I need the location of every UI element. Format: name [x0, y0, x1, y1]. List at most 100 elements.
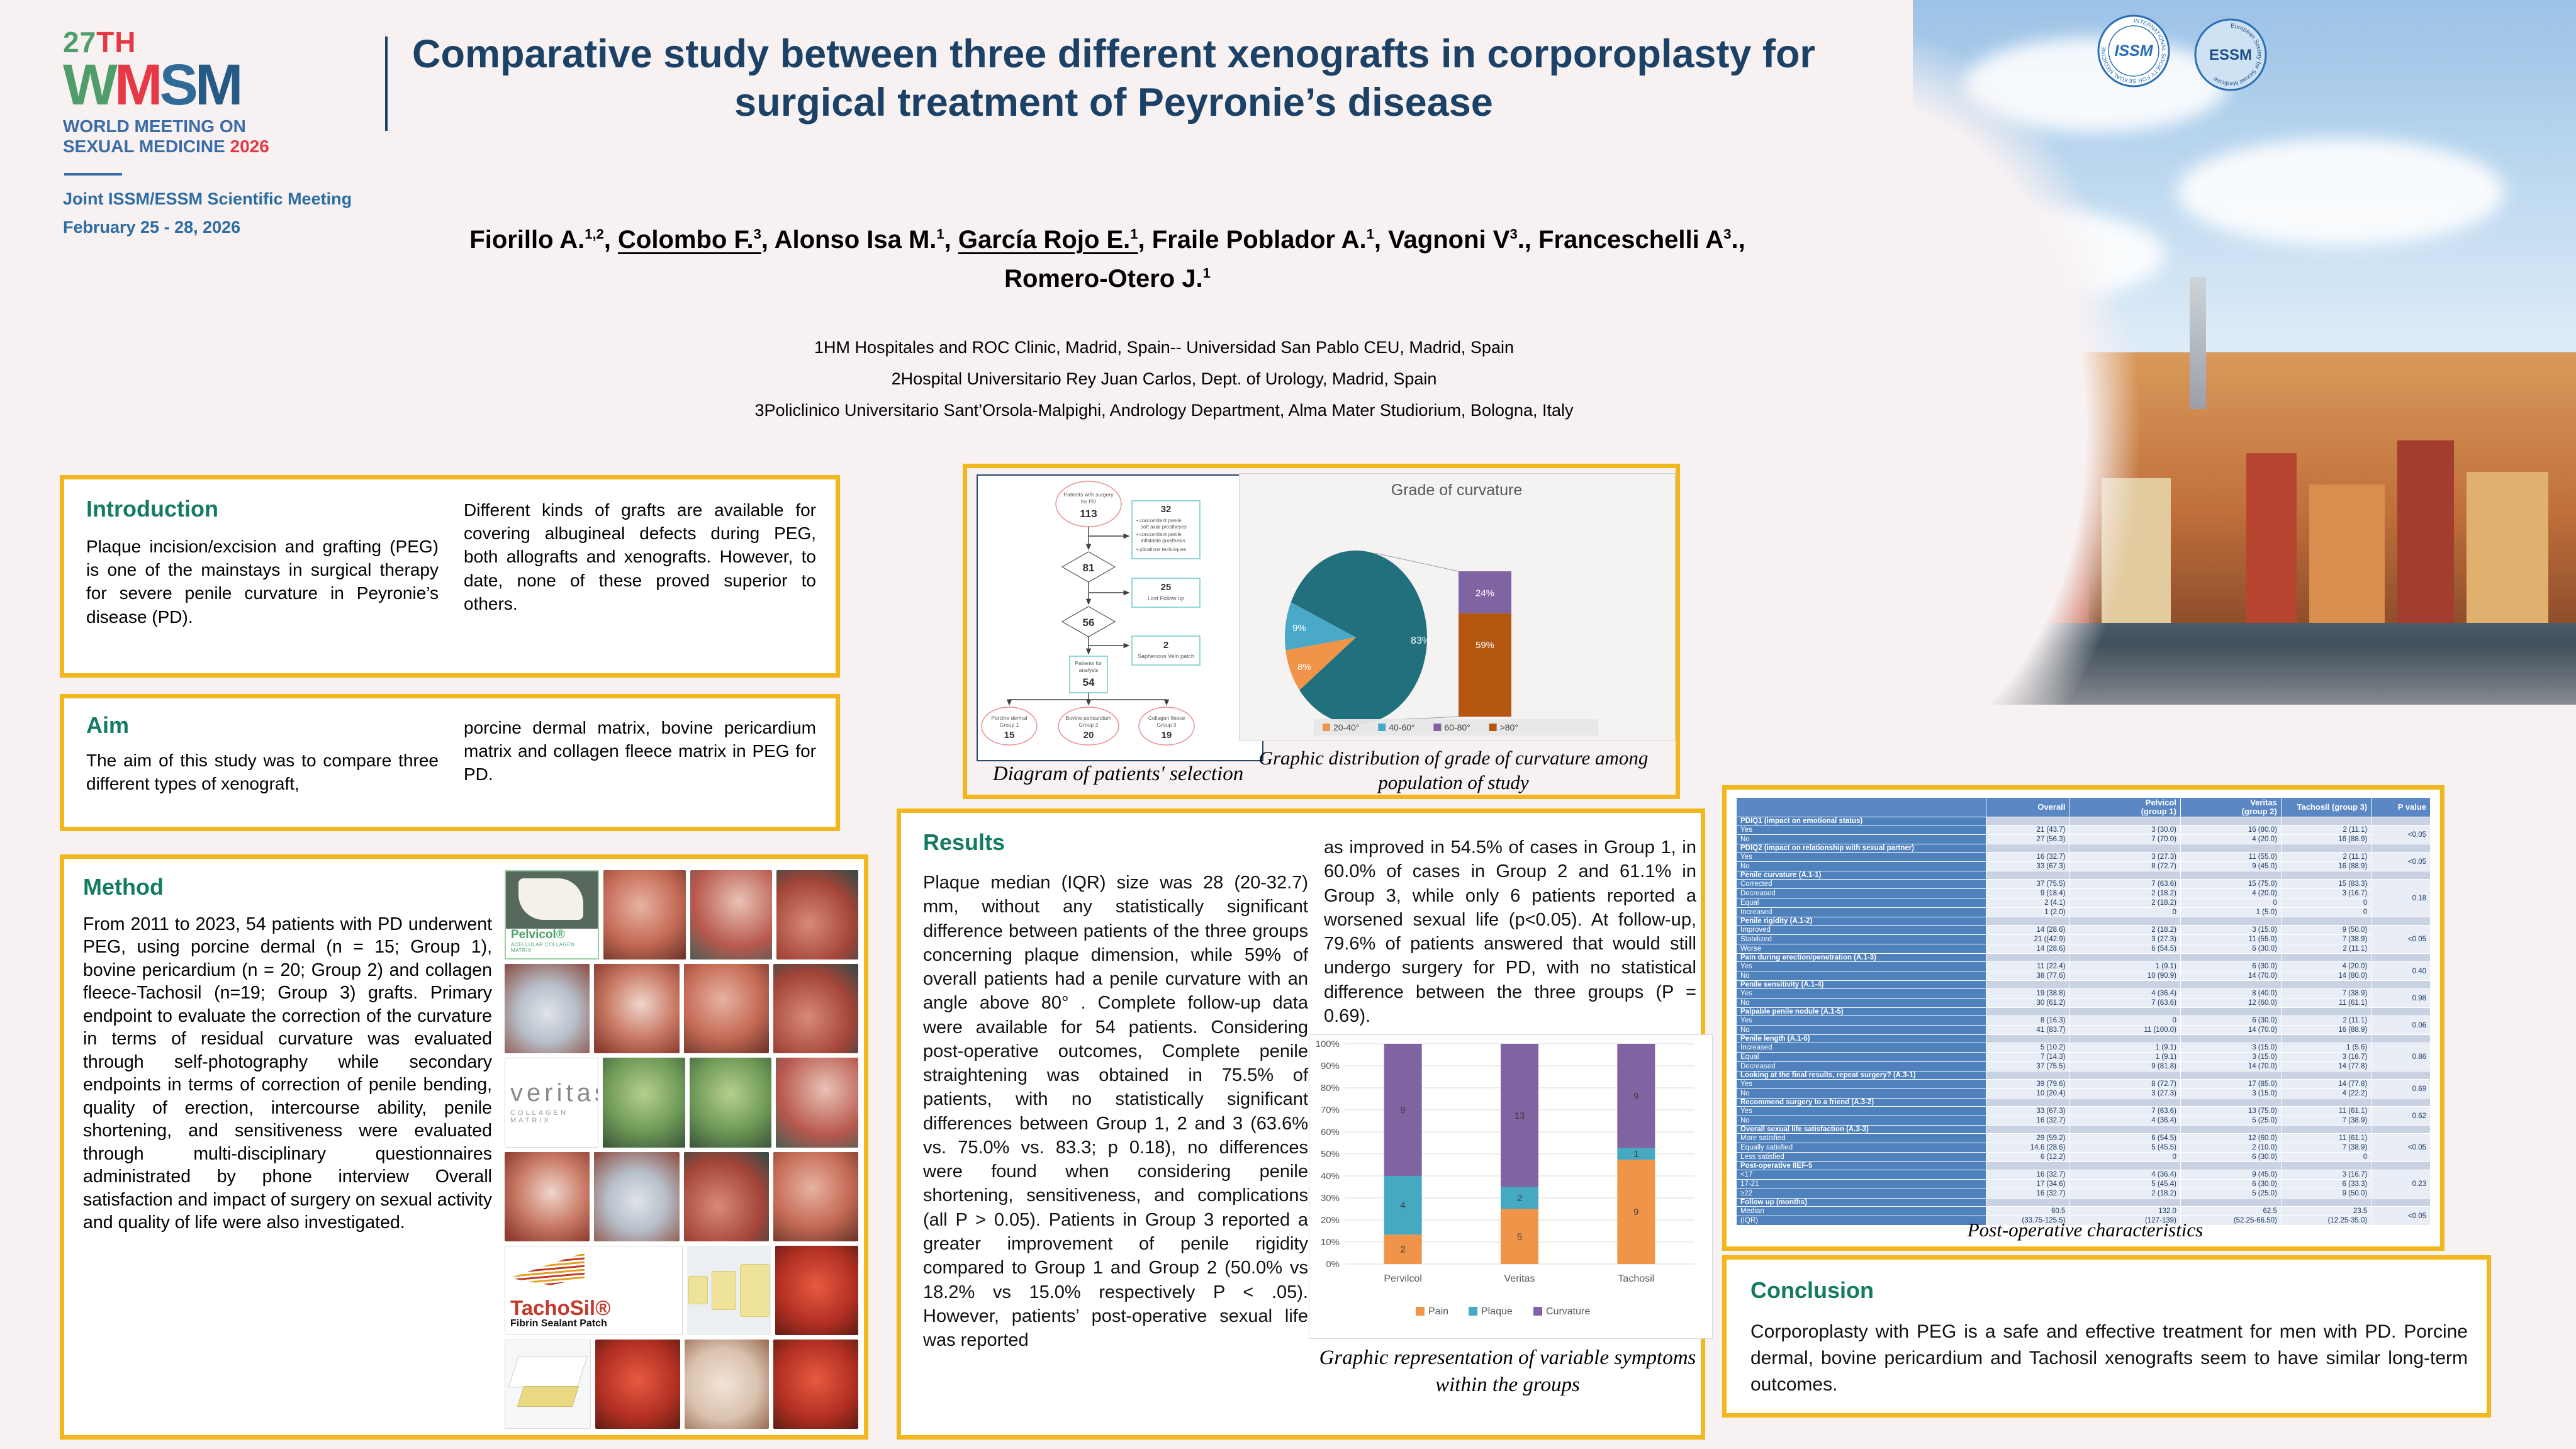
svg-text:8%: 8%: [1297, 662, 1311, 673]
pelvicol-sub: ACELLULAR COLLAGEN MATRIX: [511, 942, 575, 954]
porto-cityscape-photo: [1913, 0, 2576, 786]
flow-g2-l1: Bovine pericardium: [1066, 715, 1112, 721]
svg-text:1: 1: [1633, 1149, 1638, 1160]
patient-selection-flowchart: Patients with surgery for PD 113 32 • co…: [977, 474, 1263, 761]
surgery-photo: [594, 964, 680, 1054]
table-row: Decreased 9 (18.4) 2 (18.2) 4 (20.0) 3 (16.7…: [1735, 888, 2431, 898]
table-row: Yes 33 (67.3) 7 (63.6) 13 (75.0) 11 (61.1) 0.…: [1735, 1106, 2431, 1126]
table-section-row: Overall sexual life satisfaction (A.3-3): [1735, 1125, 2431, 1134]
svg-text:2: 2: [1517, 1193, 1522, 1204]
table-row: Equal 7 (14.3) 1 (9.1) 3 (15.0) 3 (16.7): [1735, 1052, 2431, 1062]
author: Colombo F.3: [618, 226, 761, 254]
flow-g2-l2: Group 2: [1079, 722, 1099, 728]
author: Fraile Poblador A.1: [1151, 226, 1374, 254]
tachosil-logo-card: TachoSil® Fibrin Sealant Patch: [505, 1245, 683, 1335]
essm-label: ESSM: [2209, 47, 2252, 64]
svg-text:30%: 30%: [1321, 1193, 1340, 1204]
flow-analysis-l1: Patients for: [1075, 660, 1102, 666]
method-text: From 2011 to 2023, 54 patients with PD u…: [83, 914, 492, 1233]
bar-caption: Graphic representation of variable sympt…: [1319, 1346, 1696, 1396]
svg-text:Veritas: Veritas: [1504, 1273, 1535, 1284]
svg-text:Curvature: Curvature: [1546, 1306, 1590, 1317]
svg-text:24%: 24%: [1476, 588, 1494, 598]
table-row: Median 60.5 132.0 62.5 23.5 <0.05: [1735, 1206, 2431, 1226]
author: García Rojo E.1: [958, 226, 1138, 254]
tachosil-logo-stripes: [509, 1252, 585, 1285]
results-text-col2: as improved in 54.5% of cases in Group 1…: [1324, 837, 1696, 1026]
flow-excl1-b2: soft axial prostheses: [1141, 524, 1187, 530]
flow-excl2-n: 25: [1161, 582, 1172, 593]
svg-text:20-40°: 20-40°: [1333, 722, 1359, 732]
results-box: Results Plaque median (IQR) size was 28 …: [897, 808, 1713, 1440]
flow-excl3-n: 2: [1163, 640, 1168, 651]
flow-excl1-b1: • concomitant penile: [1136, 518, 1182, 523]
surgery-photo: [683, 964, 769, 1054]
table-header-row: Overall Pelvicol (group 1) Veritas (group …: [1735, 797, 2431, 817]
p-value-cell: 0.23: [2371, 1170, 2431, 1199]
table-row: Yes 16 (32.7) 3 (27.3) 11 (55.0) 2 (11.1) <0.…: [1735, 852, 2431, 871]
flow-g1-l2: Group 1: [1000, 722, 1019, 728]
table-section-row: Post-operative IIEF-5: [1735, 1161, 2431, 1170]
photo-fade: [1913, 0, 2576, 786]
surgery-photo: [690, 870, 772, 960]
meeting-name: Joint ISSM/ESSM Scientific Meeting: [63, 189, 352, 209]
table-row: No 30 (61.2) 7 (63.6) 12 (60.0) 11 (61.1): [1735, 998, 2431, 1008]
svg-text:0%: 0%: [1326, 1259, 1340, 1270]
table-section-row: Palpable penile nodule (A.1-5): [1735, 1007, 2431, 1016]
table-header-cell: Overall: [1986, 797, 2070, 817]
sponge: [688, 1276, 708, 1305]
author: Romero-Otero J.1: [1004, 265, 1211, 293]
svg-text:4: 4: [1400, 1200, 1405, 1211]
affiliation-2: 2Hospital Universitario Rey Juan Carlos,…: [891, 369, 1437, 388]
author: Fiorillo A.1,2: [469, 226, 604, 254]
tachosil-brand: TachoSil®: [510, 1295, 611, 1319]
table-section-row: Penile sensitivity (A.1-4): [1735, 980, 2431, 989]
table-row: Worse 14 (28.6) 6 (54.5) 6 (30.0) 2 (11.1): [1735, 944, 2431, 954]
svg-text:>80°: >80°: [1500, 722, 1518, 732]
method-box: Method From 2011 to 2023, 54 patients wi…: [60, 854, 868, 1440]
svg-text:50%: 50%: [1321, 1149, 1340, 1160]
surgery-photo: [773, 1151, 858, 1241]
symptoms-bar-chart: 0% 10% 20% 30% 40% 50% 60% 70% 80% 90% 100% 2 4 9 Perv…: [1309, 1034, 1713, 1339]
table-header-cell: Tachosil (group 3): [2280, 797, 2372, 817]
flowchart-caption: Diagram of patients' selection: [992, 763, 1244, 785]
surgery-photo: [773, 964, 858, 1054]
table-row: <17 16 (32.7) 4 (36.4) 9 (45.0) 3 (16.7) 0.23: [1735, 1170, 2431, 1199]
table-row: Yes 11 (22.4) 1 (9.1) 6 (30.0) 4 (20.0) 0.40: [1735, 961, 2431, 981]
table-row: More satisfied 29 (59.2) 6 (54.5) 12 (60.0)…: [1735, 1133, 2431, 1162]
surgery-photo: [602, 1058, 685, 1148]
tachosil-sub: Fibrin Sealant Patch: [510, 1318, 607, 1329]
postop-table-wrap: Overall Pelvicol (group 1) Veritas (group …: [1735, 797, 2431, 1226]
surgery-photo: [603, 870, 686, 960]
affiliation-1: 1HM Hospitales and ROC Clinic, Madrid, S…: [814, 338, 1514, 357]
surgery-photo: [505, 1151, 590, 1241]
svg-text:60-80°: 60-80°: [1444, 722, 1470, 732]
meeting-dates: February 25 - 28, 2026: [63, 218, 241, 237]
conclusion-text: Corporoplasty with PEG is a safe and eff…: [1750, 1321, 2468, 1395]
svg-text:13: 13: [1515, 1111, 1525, 1121]
table-row: Corrected 37 (75.5) 7 (63.6) 15 (75.0) 15 (8…: [1735, 879, 2431, 917]
svg-text:90%: 90%: [1321, 1061, 1340, 1071]
sponge: [711, 1270, 736, 1310]
table-header-cell: P value: [2371, 797, 2431, 817]
introduction-heading: Introduction: [86, 496, 218, 522]
svg-text:9: 9: [1633, 1091, 1638, 1102]
svg-text:Plaque: Plaque: [1481, 1306, 1513, 1317]
authors-line: Fiorillo A.1,2, Colombo F.3, Alonso Isa …: [469, 226, 1745, 293]
flow-analysis-n: 54: [1083, 676, 1095, 688]
author: Franceschelli A3: [1538, 226, 1732, 254]
p-value-cell: 0.62: [2371, 1106, 2431, 1126]
conclusion-box: Conclusion Corporoplasty with PEG is a s…: [1722, 1255, 2491, 1418]
svg-text:5: 5: [1517, 1231, 1522, 1242]
p-value-cell: 0.06: [2371, 1015, 2431, 1035]
table-section-row: Looking at the final results, repeat sur…: [1735, 1071, 2431, 1080]
table-row: Decreased 37 (75.5) 9 (81.8) 14 (70.0) 14 (7…: [1735, 1061, 2431, 1071]
postop-table-box: Overall Pelvicol (group 1) Veritas (group …: [1722, 785, 2444, 1251]
svg-text:Tachosil: Tachosil: [1618, 1273, 1654, 1284]
surgery-photo: [773, 1339, 858, 1429]
package-sponge: [517, 1385, 580, 1407]
affiliations: 1HM Hospitales and ROC Clinic, Madrid, S…: [566, 332, 1762, 427]
flow-start-l1: Patients with surgery: [1064, 491, 1114, 498]
p-value-cell: <0.05: [2371, 925, 2431, 954]
affiliation-3: 3Policlinico Universitario Sant’Orsola-M…: [754, 400, 1574, 420]
